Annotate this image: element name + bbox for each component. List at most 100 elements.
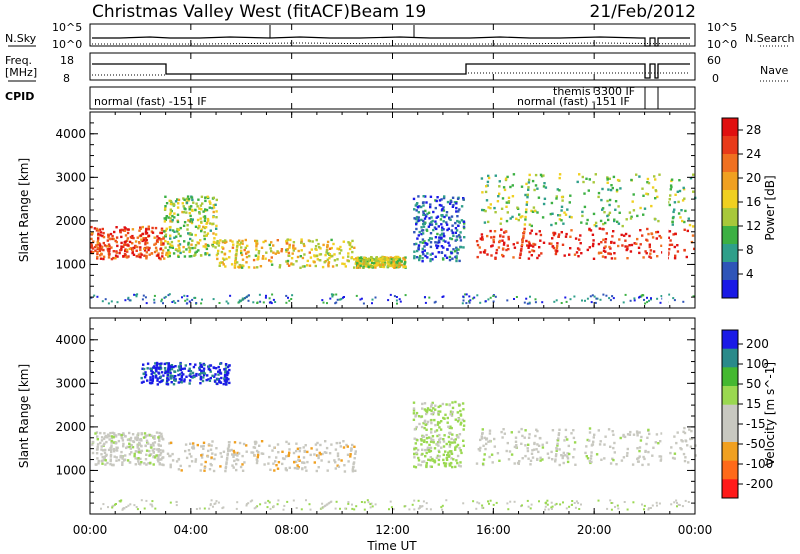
data-cell [626,433,630,436]
data-cell [626,447,629,451]
data-cell [313,260,316,264]
data-cell [191,371,195,375]
nave-tick-top: 60 [707,54,721,67]
data-cell [180,381,183,384]
data-cell [440,209,444,212]
data-cell [100,453,103,456]
data-cell [206,252,209,255]
data-cell [200,208,203,211]
data-cell [503,241,506,244]
data-cell [647,463,650,466]
data-cell [169,375,172,379]
data-cell [295,449,298,453]
data-cell [455,257,458,260]
velocity-colorbar-swatch [722,367,738,387]
data-cell [133,455,136,458]
data-cell [109,453,113,457]
data-cell [438,421,441,424]
data-cell [442,232,445,235]
data-cell [256,242,259,245]
data-cell [202,447,205,450]
data-cell [339,245,342,249]
data-cell [437,239,441,242]
data-cell [284,467,288,470]
data-cell [678,189,682,193]
data-cell [91,443,94,446]
data-cell [175,248,178,251]
data-cell [502,243,506,246]
data-cell [218,261,222,265]
data-cell [217,241,221,244]
data-cell [392,258,395,261]
data-cell [197,242,200,245]
data-cell [115,236,119,239]
nsky-label: N.Sky [5,32,37,45]
data-cell [315,254,319,257]
data-cell [209,448,213,451]
data-cell [225,462,228,466]
data-cell [223,373,227,377]
data-cell [687,217,690,220]
data-cell [676,505,678,508]
data-cell [451,406,455,410]
data-cell [456,443,460,447]
data-cell [492,235,496,239]
data-cell [404,261,407,264]
data-cell [655,501,658,504]
data-cell [199,204,203,207]
data-cell [183,367,186,370]
data-cell [454,438,457,441]
data-cell [659,440,662,443]
data-cell [610,257,614,260]
data-cell [429,205,432,209]
data-cell [185,197,189,201]
data-cell [217,501,220,504]
data-cell [415,203,418,206]
data-cell [546,499,549,502]
data-cell [500,217,503,220]
data-cell [546,503,549,506]
data-cell [434,199,437,202]
data-cell [508,450,512,453]
data-cell [291,252,294,255]
data-cell [435,227,438,231]
data-cell [658,502,661,505]
data-cell [90,225,93,229]
data-cell [165,253,168,256]
data-cell [238,243,241,246]
data-cell [454,446,457,449]
data-cell [285,455,288,458]
data-cell [173,236,176,239]
data-cell [670,503,673,506]
data-cell [606,199,609,203]
data-cell [102,255,106,258]
data-cell [288,246,291,249]
data-cell [169,234,172,237]
data-cell [112,447,115,451]
data-cell [119,229,122,232]
data-cell [420,425,424,429]
data-cell [152,436,155,439]
data-cell [608,198,612,202]
data-cell [261,452,265,455]
data-cell [212,215,215,219]
data-cell [561,199,564,202]
data-cell [504,178,508,182]
data-cell [420,415,424,418]
data-cell [254,442,257,446]
data-cell [94,432,97,435]
data-cell [180,376,183,379]
data-cell [420,439,423,442]
data-cell [267,499,270,502]
data-cell [445,456,448,460]
data-cell [461,302,464,305]
data-cell [616,220,619,223]
data-cell [124,234,128,237]
data-cell [212,206,216,209]
data-cell [215,216,218,219]
data-cell [611,235,614,238]
data-cell [651,504,654,507]
data-cell [390,258,393,261]
data-cell [422,460,426,463]
data-cell [177,468,181,471]
